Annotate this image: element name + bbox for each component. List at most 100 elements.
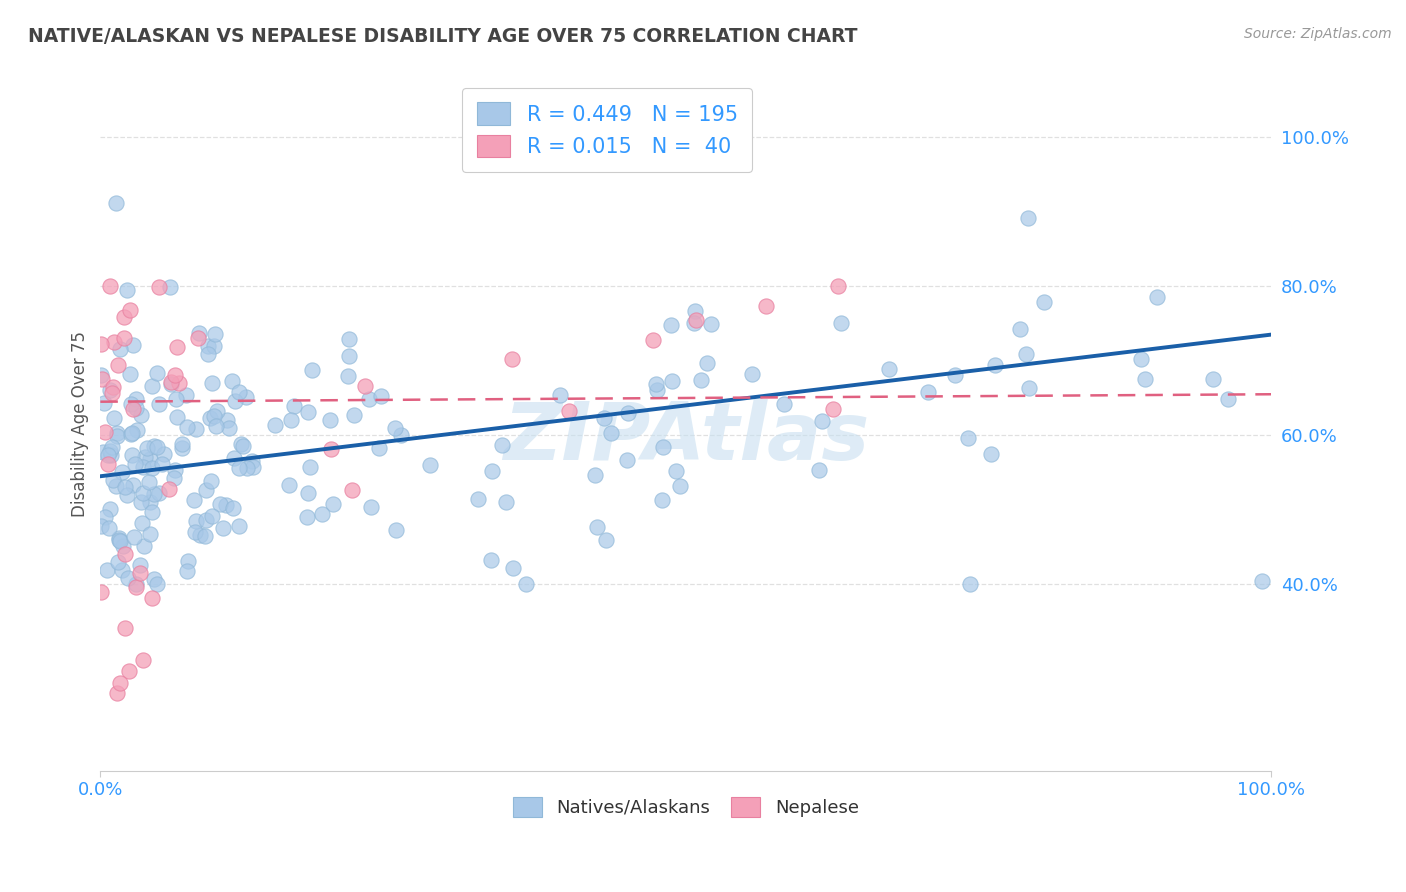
Point <box>107 358 129 372</box>
Point <box>354 379 377 393</box>
Point <box>177 554 200 568</box>
Point <box>105 478 128 492</box>
Point <box>264 417 287 432</box>
Point <box>143 486 166 500</box>
Point <box>645 384 668 398</box>
Point <box>301 363 323 377</box>
Point <box>583 467 606 482</box>
Point <box>479 553 502 567</box>
Point <box>224 393 246 408</box>
Point <box>128 566 150 581</box>
Point <box>124 392 146 407</box>
Point <box>103 380 125 394</box>
Point <box>558 404 581 418</box>
Point <box>495 495 517 509</box>
Point <box>1250 574 1272 588</box>
Point <box>122 338 145 352</box>
Point <box>90 584 112 599</box>
Point <box>98 501 121 516</box>
Point <box>90 337 112 351</box>
Point <box>118 302 141 317</box>
Point <box>125 401 148 416</box>
Point <box>810 415 832 429</box>
Point <box>218 421 240 435</box>
Point <box>389 427 412 442</box>
Point <box>228 460 250 475</box>
Point <box>94 510 117 524</box>
Point <box>167 376 190 390</box>
Point <box>228 518 250 533</box>
Point <box>125 580 148 594</box>
Point <box>342 483 364 498</box>
Point <box>773 397 796 411</box>
Point <box>93 396 115 410</box>
Point <box>194 529 217 543</box>
Point <box>124 530 146 544</box>
Point <box>197 347 219 361</box>
Point <box>107 531 129 545</box>
Point <box>194 513 217 527</box>
Point <box>184 421 207 435</box>
Point <box>125 577 148 591</box>
Point <box>90 519 112 533</box>
Point <box>160 375 183 389</box>
Point <box>321 442 343 456</box>
Point <box>159 280 181 294</box>
Point <box>201 509 224 524</box>
Point <box>115 283 138 297</box>
Point <box>101 473 124 487</box>
Point <box>957 431 980 445</box>
Point <box>172 442 194 456</box>
Point <box>112 331 135 345</box>
Point <box>129 494 152 508</box>
Point <box>685 313 707 327</box>
Point <box>280 413 302 427</box>
Point <box>122 478 145 492</box>
Point <box>122 402 145 417</box>
Point <box>166 409 188 424</box>
Point <box>100 448 122 462</box>
Point <box>121 426 143 441</box>
Point <box>221 374 243 388</box>
Point <box>108 533 131 548</box>
Point <box>943 368 966 382</box>
Point <box>105 425 128 440</box>
Point <box>297 405 319 419</box>
Point <box>651 440 673 454</box>
Point <box>98 383 121 397</box>
Point <box>222 450 245 465</box>
Point <box>117 571 139 585</box>
Point <box>659 318 682 332</box>
Point <box>980 447 1002 461</box>
Point <box>184 514 207 528</box>
Point <box>360 500 382 515</box>
Point <box>120 396 142 410</box>
Point <box>141 378 163 392</box>
Text: NATIVE/ALASKAN VS NEPALESE DISABILITY AGE OVER 75 CORRELATION CHART: NATIVE/ALASKAN VS NEPALESE DISABILITY AG… <box>28 27 858 45</box>
Point <box>90 372 112 386</box>
Point <box>877 362 900 376</box>
Point <box>91 444 114 458</box>
Point <box>215 413 238 427</box>
Point <box>141 505 163 519</box>
Point <box>1018 381 1040 395</box>
Point <box>163 463 186 477</box>
Point <box>600 426 623 441</box>
Point <box>515 577 537 591</box>
Point <box>184 525 207 540</box>
Point <box>97 449 120 463</box>
Point <box>689 373 711 387</box>
Point <box>419 458 441 472</box>
Point <box>228 384 250 399</box>
Point <box>163 368 186 383</box>
Point <box>183 492 205 507</box>
Point <box>132 539 155 553</box>
Point <box>131 516 153 530</box>
Point <box>114 547 136 561</box>
Y-axis label: Disability Age Over 75: Disability Age Over 75 <box>72 331 89 517</box>
Point <box>617 406 640 420</box>
Point <box>141 460 163 475</box>
Point <box>959 577 981 591</box>
Point <box>148 485 170 500</box>
Point <box>467 491 489 506</box>
